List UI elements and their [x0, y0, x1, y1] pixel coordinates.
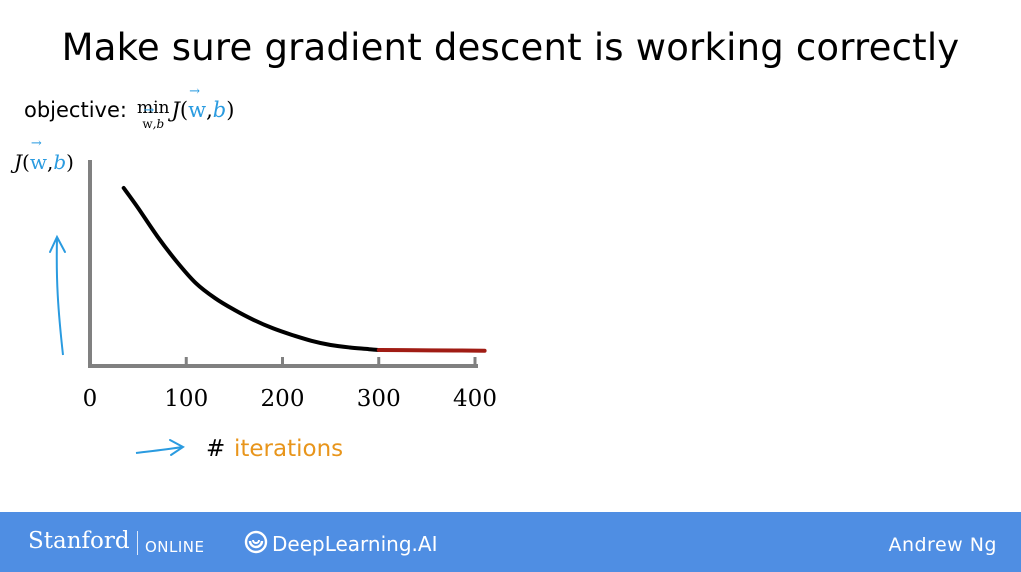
- deeplearning-text: DeepLearning.AI: [272, 532, 438, 556]
- author-name: Andrew Ng: [888, 534, 997, 556]
- slide-title: Make sure gradient descent is working co…: [61, 26, 960, 69]
- objective-label: objective:: [24, 98, 127, 122]
- ylabel-close-paren: ): [66, 150, 74, 174]
- cost-function: J(w,b): [171, 84, 235, 122]
- ylabel-J: J: [14, 150, 23, 174]
- footer-bar: Stanford ONLINE DeepLearning.AI Andrew N…: [0, 512, 1021, 572]
- deeplearning-logo-icon: [244, 530, 268, 554]
- min-subscript: w,b: [142, 104, 165, 131]
- cost-J: J: [171, 98, 180, 122]
- right-arrowhead-icon: [169, 439, 185, 456]
- x-tick-label: 400: [453, 386, 497, 412]
- min-sub-w: w: [142, 104, 154, 130]
- y-axis-label: J(w,b): [14, 136, 74, 174]
- series-lines: [121, 186, 487, 353]
- min-operator: min w,b: [137, 96, 170, 131]
- cost-comma: ,: [206, 98, 213, 122]
- x-label-hash: #: [206, 436, 225, 462]
- x-tick-label: 200: [261, 386, 305, 412]
- learning-curve-chart: 0 100 200 300 400 # iterations: [49, 160, 497, 462]
- min-sub-b: ,b: [152, 117, 165, 131]
- ylabel-w: w: [30, 136, 47, 174]
- cost-b: b: [212, 98, 227, 122]
- up-arrowhead-icon: [49, 234, 66, 253]
- converged-segment-line: [376, 348, 487, 353]
- ylabel-comma: ,: [46, 150, 54, 174]
- up-arrow-icon: [55, 237, 64, 356]
- cost-w: w: [188, 84, 206, 122]
- objective-formula: objective: min w,b J(w,b): [24, 84, 235, 131]
- ylabel-b: b: [53, 150, 67, 174]
- cost-curve-line: [121, 186, 381, 352]
- x-ticks: 0 100 200 300 400: [83, 357, 497, 412]
- x-tick-label: 300: [357, 386, 401, 412]
- x-tick-label: 100: [164, 386, 208, 412]
- x-label-iterations: iterations: [234, 436, 343, 462]
- ylabel-open-paren: (: [22, 150, 30, 174]
- online-text: ONLINE: [145, 538, 205, 556]
- cost-close-paren: ): [226, 98, 235, 122]
- x-tick-label: 0: [83, 386, 98, 412]
- right-arrow-icon: [135, 446, 183, 454]
- cost-open-paren: (: [179, 98, 189, 122]
- stanford-logo-text: Stanford: [28, 528, 130, 554]
- footer-separator: [137, 531, 138, 555]
